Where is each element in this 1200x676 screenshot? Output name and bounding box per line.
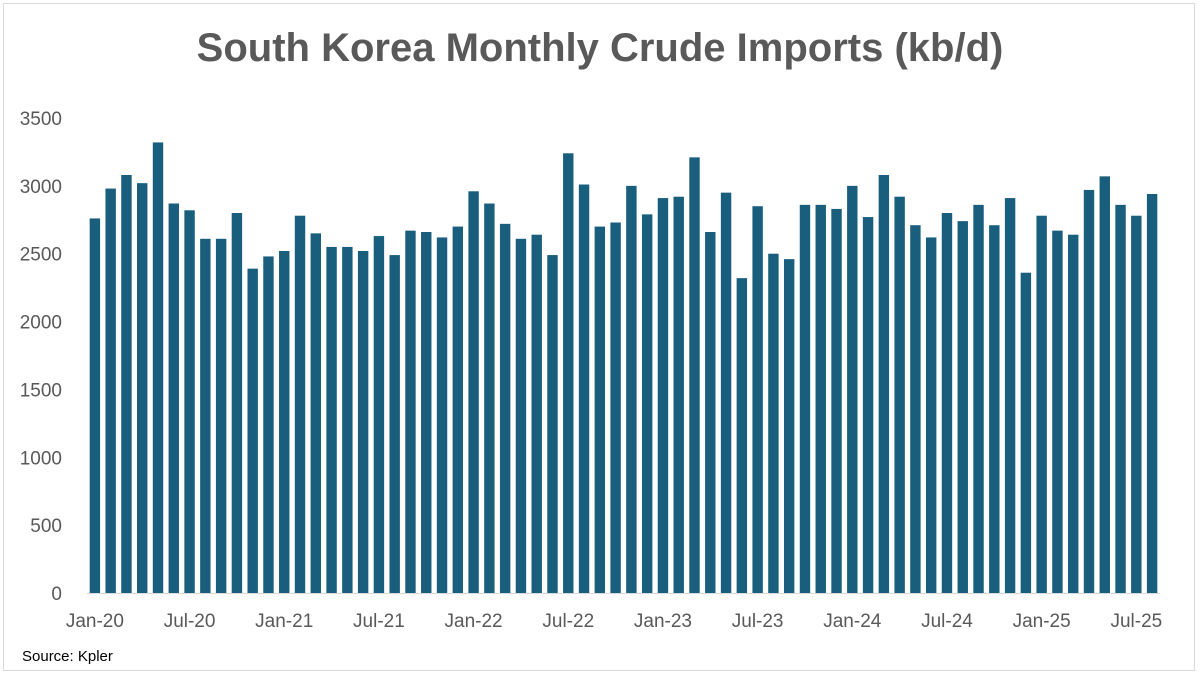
bar-Jan-21 (279, 251, 290, 593)
bar-May-20 (152, 142, 164, 593)
x-tick-label: Jul-20 (164, 611, 216, 632)
bar-Aug-20 (200, 238, 211, 594)
bar-Aug-25 (1146, 194, 1158, 593)
x-tick-label: Jul-22 (542, 611, 594, 632)
bar-May-23 (720, 192, 732, 593)
bar-Oct-24 (989, 225, 1000, 593)
bar-Jan-24 (847, 185, 858, 594)
bar-Aug-21 (389, 255, 400, 593)
bar-Jun-24 (925, 237, 937, 593)
bar-Nov-22 (626, 185, 637, 594)
bar-Oct-21 (421, 232, 432, 593)
bar-Dec-22 (641, 214, 653, 594)
bar-May-22 (531, 234, 542, 593)
bar-Nov-21 (436, 237, 448, 593)
bar-Oct-20 (231, 213, 243, 593)
source-note: Source: Kpler (22, 648, 113, 665)
bar-Apr-25 (1083, 189, 1095, 593)
bar-Jun-23 (736, 278, 748, 593)
bar-Feb-24 (862, 217, 874, 593)
bar-Apr-24 (894, 196, 905, 593)
bar-Feb-25 (1052, 230, 1063, 593)
x-tick-label: Jul-23 (732, 611, 784, 632)
bar-Feb-20 (105, 188, 116, 593)
x-tick-label: Jan-23 (634, 611, 692, 632)
bar-Mar-25 (1068, 234, 1079, 593)
bar-Jul-25 (1131, 215, 1142, 593)
bar-Apr-20 (137, 183, 148, 593)
bar-Jun-22 (547, 255, 558, 593)
bar-Mar-21 (310, 233, 321, 594)
bar-Apr-23 (705, 232, 716, 593)
y-tick-label: 2000 (20, 313, 62, 334)
y-tick-label: 500 (30, 516, 62, 537)
y-tick-label: 3000 (20, 177, 62, 198)
bar-Jun-20 (168, 203, 179, 593)
bar-Jun-25 (1115, 204, 1126, 594)
bar-Jan-20 (89, 218, 101, 593)
bar-Dec-20 (263, 256, 274, 593)
bar-Jul-21 (373, 236, 385, 593)
bar-Sep-22 (594, 226, 606, 593)
bar-Apr-22 (515, 238, 527, 594)
bar-Sep-20 (215, 238, 227, 594)
x-tick-label: Jul-24 (921, 611, 973, 632)
y-tick-label: 0 (51, 584, 62, 605)
bar-Jul-20 (184, 210, 195, 594)
bar-Mar-24 (878, 175, 890, 593)
bar-Oct-22 (610, 222, 621, 593)
bar-Sep-21 (405, 230, 416, 593)
bar-Mar-20 (121, 175, 132, 593)
bar-Jan-22 (468, 191, 479, 594)
bar-Aug-24 (957, 221, 968, 593)
bar-Nov-20 (247, 268, 258, 593)
bar-May-25 (1099, 176, 1110, 594)
bar-Jun-21 (357, 251, 369, 593)
bar-Mar-23 (689, 157, 700, 594)
bar-Feb-22 (484, 203, 495, 593)
bar-Sep-24 (973, 204, 984, 594)
bars (89, 142, 1158, 594)
bar-Aug-22 (578, 184, 590, 593)
bar-Feb-23 (673, 196, 684, 593)
bar-Mar-22 (499, 223, 511, 594)
bar-Oct-23 (799, 204, 811, 594)
bar-Jul-22 (563, 153, 574, 594)
bar-Jan-23 (657, 198, 669, 593)
bar-Sep-23 (783, 259, 795, 593)
bar-Aug-23 (768, 253, 779, 593)
y-axis: 0 500 1000 1500 2000 2500 3000 3500 (20, 109, 62, 605)
bar-Jul-24 (941, 213, 953, 593)
x-tick-label: Jul-21 (353, 611, 405, 632)
y-tick-label: 2500 (20, 245, 62, 266)
x-axis: Jan-20 Jul-20 Jan-21 Jul-21 Jan-22 Jul-22 Jan-… (66, 611, 1162, 632)
x-tick-label: Jan-21 (255, 611, 313, 632)
x-tick-label: Jan-25 (1013, 611, 1071, 632)
y-tick-label: 1000 (20, 448, 62, 469)
bar-Apr-21 (326, 246, 337, 593)
y-tick-label: 1500 (20, 380, 62, 401)
x-tick-label: Jan-22 (445, 611, 503, 632)
chart-title: South Korea Monthly Crude Imports (kb/d) (196, 26, 1004, 70)
bar-Dec-21 (452, 226, 464, 593)
bar-Dec-24 (1020, 272, 1032, 593)
bar-Nov-24 (1004, 198, 1016, 593)
bar-Jan-25 (1036, 215, 1047, 593)
bar-Jul-23 (752, 206, 763, 593)
x-tick-label: Jan-24 (823, 611, 882, 632)
bar-May-21 (342, 246, 353, 593)
bar-May-24 (910, 225, 921, 593)
y-tick-label: 3500 (20, 109, 62, 130)
bar-Nov-23 (815, 204, 826, 594)
x-tick-label: Jan-20 (66, 611, 124, 632)
bar-Feb-21 (294, 215, 306, 593)
bar-Dec-23 (831, 208, 842, 593)
x-tick-label: Jul-25 (1110, 611, 1162, 632)
